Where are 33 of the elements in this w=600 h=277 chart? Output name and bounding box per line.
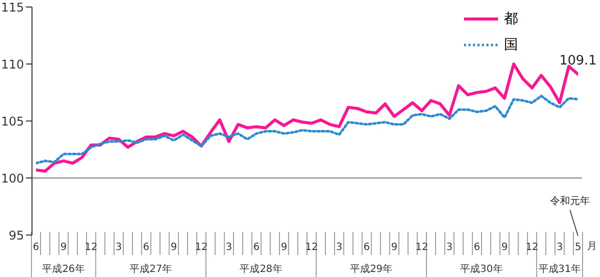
y-tick-label: 95 — [8, 228, 24, 242]
text: 平成30年 — [460, 263, 503, 275]
legend-label: 都 — [504, 10, 518, 28]
annotation: 令和元年 — [550, 195, 590, 207]
text: 平成26年 — [42, 263, 85, 275]
y-tick-label: 110 — [1, 57, 24, 72]
x-tick-label: 3 — [226, 242, 232, 253]
x-tick-label: 9 — [391, 242, 398, 253]
x-tick-label: 5 — [574, 242, 582, 253]
text: 平成29年 — [350, 263, 393, 275]
y-tick-label: 105 — [1, 114, 24, 128]
text: 平成27年 — [129, 263, 172, 275]
x-tick-label: 9 — [501, 242, 508, 253]
x-tick-label: 6 — [364, 242, 370, 253]
x-tick-label: 3 — [446, 242, 453, 253]
x-tick-label: 9 — [60, 242, 67, 253]
data-label: 109.1 — [559, 53, 597, 68]
text: 平成31年 — [538, 263, 581, 275]
text: 平成28年 — [240, 263, 282, 275]
y-tick-label: 100 — [1, 171, 24, 186]
x-tick-label: 3 — [115, 242, 122, 253]
legend-label: 国 — [504, 36, 518, 54]
x-tick-label: 9 — [170, 242, 177, 253]
x-tick-label: 6 — [474, 242, 480, 253]
line-series — [36, 94, 578, 164]
x-tick-label: 6 — [253, 242, 260, 253]
x-tick-label: 3 — [336, 242, 342, 253]
x-tick-label: 6 — [143, 242, 150, 253]
y-tick-label: 115 — [1, 0, 24, 14]
x-tick-label: 6 — [32, 242, 40, 253]
x-tick-label: 3 — [556, 242, 563, 253]
x-tick-label: 9 — [280, 242, 288, 253]
text: 月 — [587, 241, 597, 252]
